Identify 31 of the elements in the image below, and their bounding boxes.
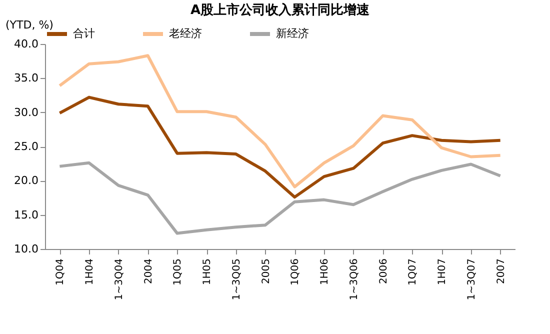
x-tick-label: 2007 [496,258,507,284]
y-tick-label: 25.0 [14,140,38,153]
x-tick-label: 1~3Q07 [466,258,478,300]
x-tick-label: 1Q06 [290,258,302,286]
chart-title: A股上市公司收入累计同比增速 [190,2,371,18]
x-tick-label: 1~3Q05 [231,258,242,300]
x-tick-label: 2004 [143,258,154,284]
y-tick-label: 40.0 [14,38,38,50]
x-tick-label: 1Q05 [172,258,184,286]
y-tick-label: 30.0 [14,106,38,119]
x-tick-label: 1H05 [202,258,214,286]
y-tick-label: 35.0 [14,72,38,85]
y-tick-label: 15.0 [14,208,38,222]
y-tick-label: 10.0 [14,242,38,256]
x-tick-label: 2005 [260,258,272,284]
x-tick-label: 1H04 [84,258,96,286]
x-tick-label: 2006 [378,258,390,284]
x-tick-label: 1~3Q04 [114,258,125,300]
line-series [58,161,502,235]
legend-label: 新经济 [276,27,309,40]
line-series [58,54,502,188]
x-tick-label: 1Q07 [408,258,419,286]
line-series [58,96,502,199]
legend-label: 老经济 [169,27,202,40]
y-axis-title: (YTD, %) [6,18,54,32]
legend-label: 合计 [73,27,95,40]
x-tick-label: 1H07 [437,258,448,286]
y-tick-label: 20.0 [14,174,38,188]
x-tick-label: 1Q04 [55,258,66,286]
x-tick-label: 1H06 [320,258,331,286]
x-tick-label: 1~3Q06 [348,258,360,300]
